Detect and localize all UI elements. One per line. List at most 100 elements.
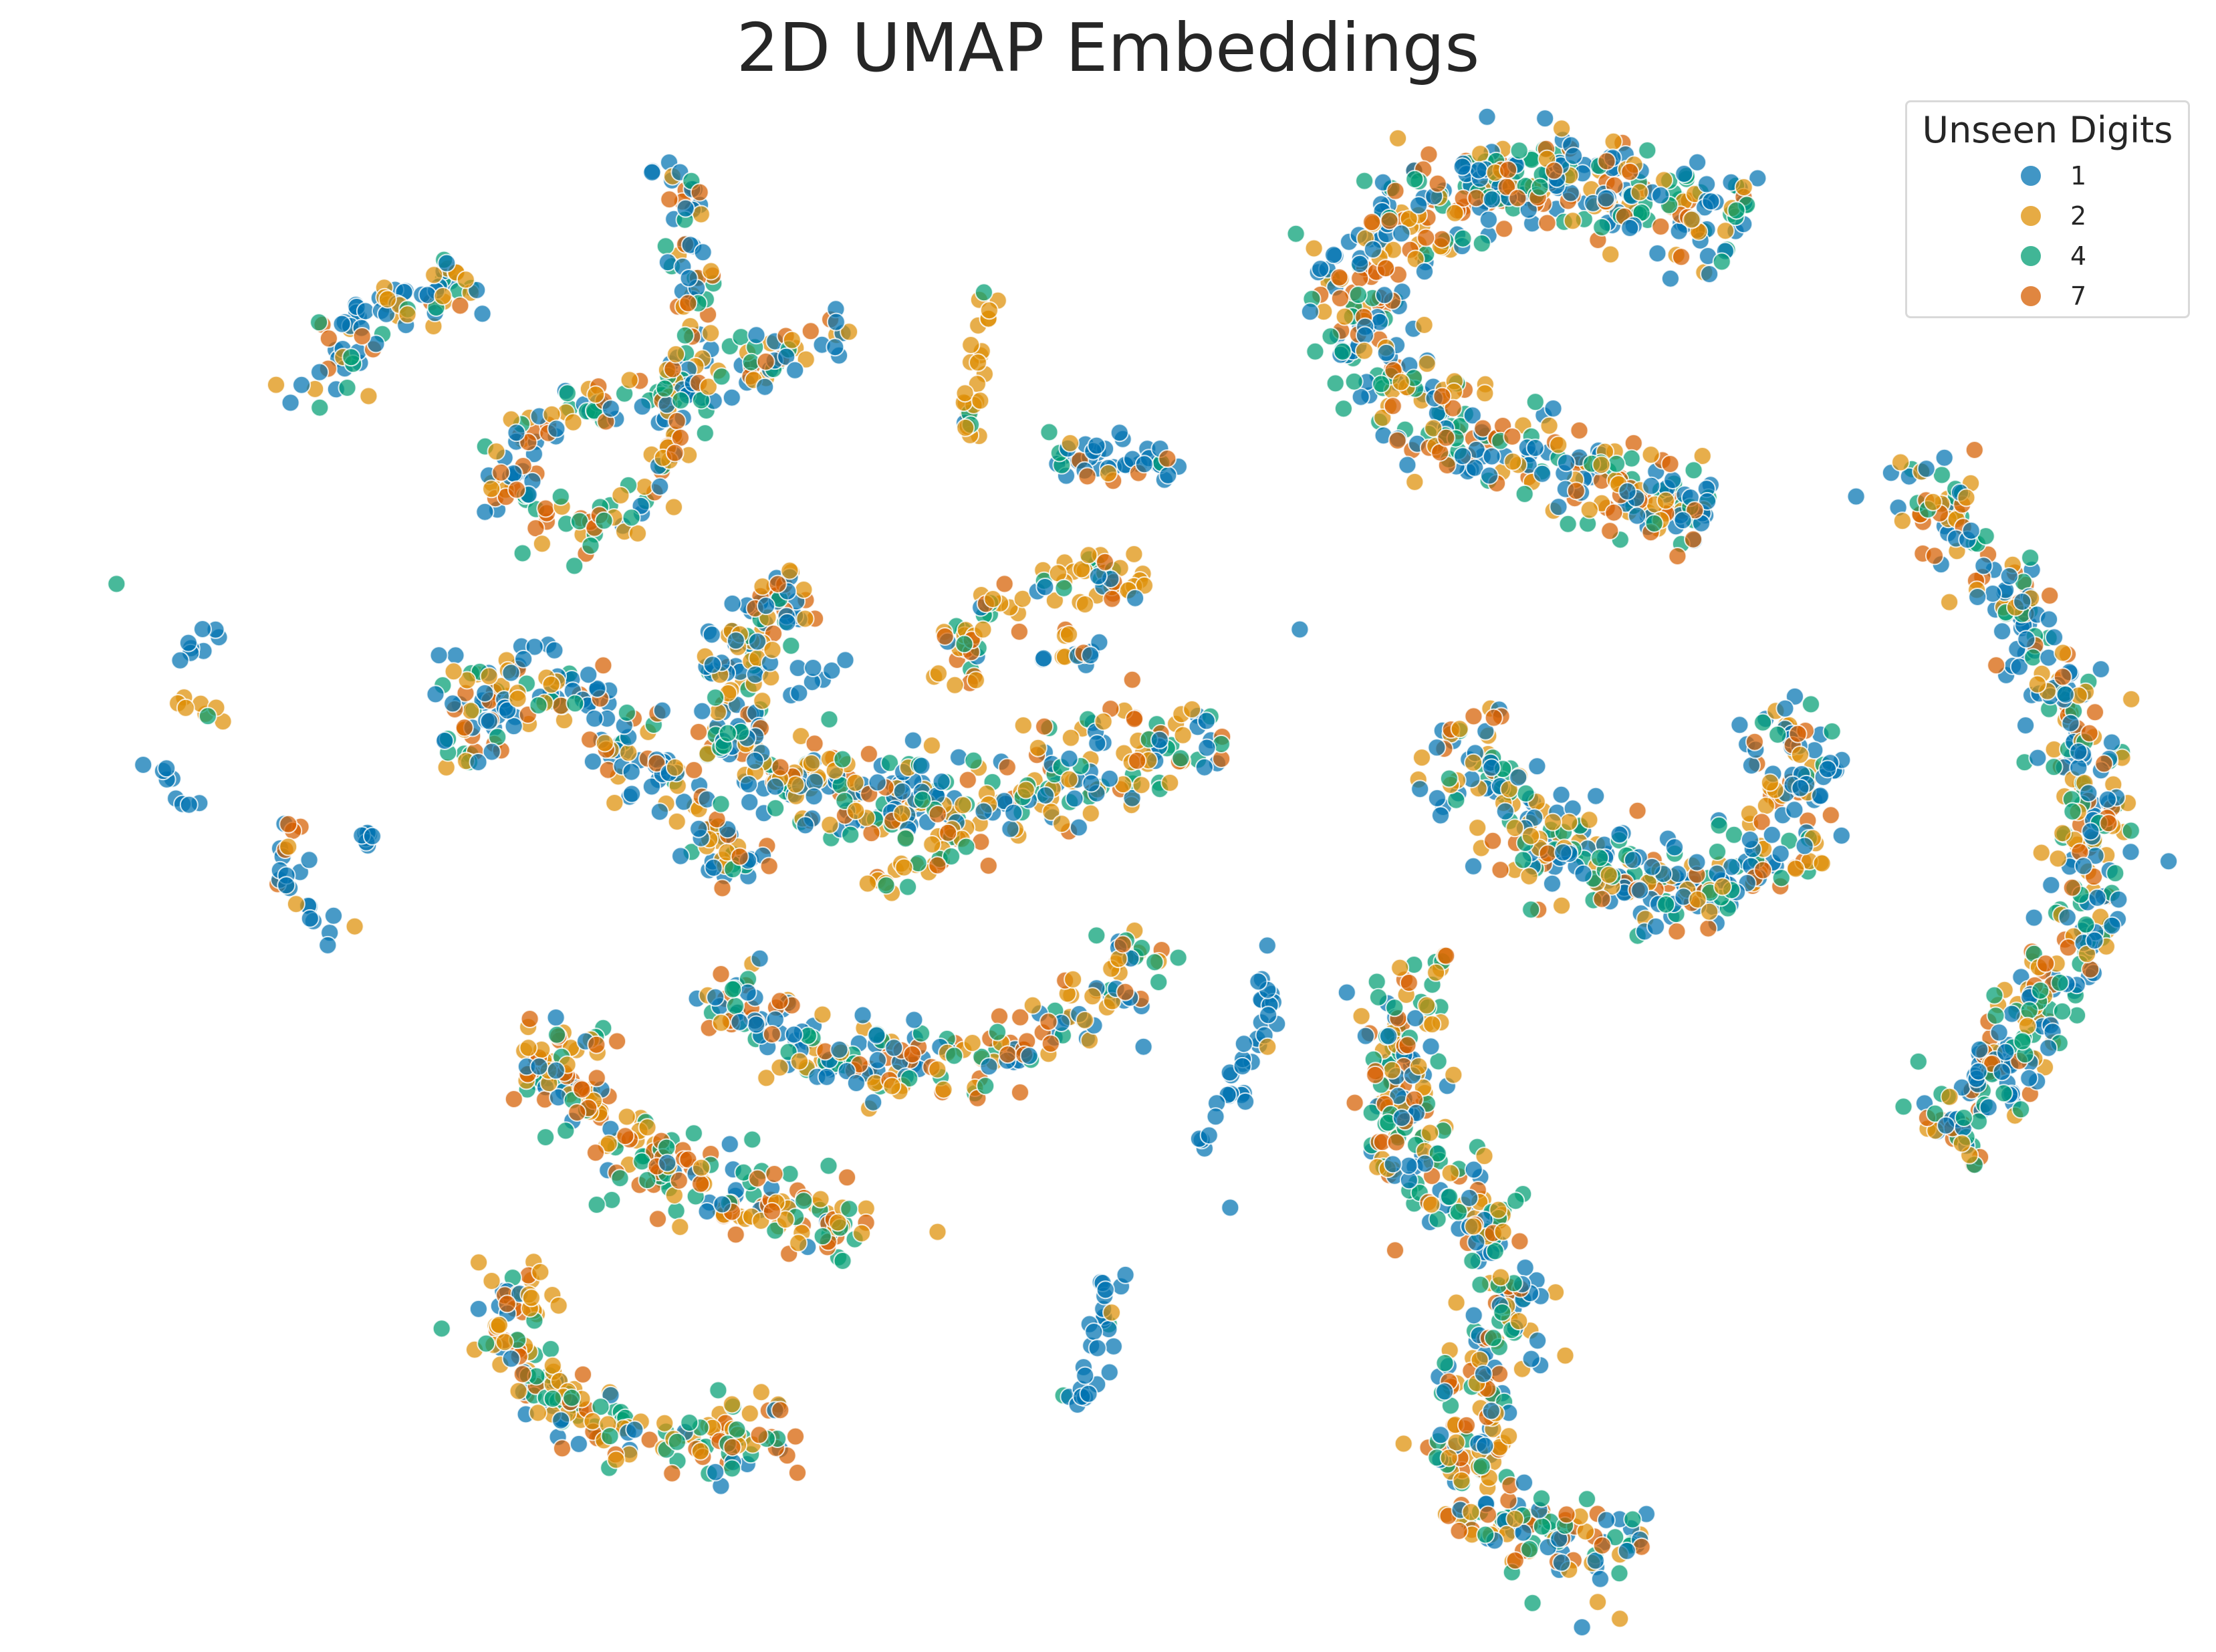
data-point-digit-1 <box>1785 800 1804 820</box>
data-point-digit-1 <box>1610 825 1629 844</box>
data-point-digit-1 <box>1818 759 1837 779</box>
data-point-digit-1 <box>2091 660 2110 679</box>
data-point-digit-1 <box>1675 164 1694 183</box>
data-point-digit-1 <box>674 792 693 812</box>
data-point-digit-7 <box>2053 667 2072 687</box>
data-point-digit-1 <box>1206 1107 1225 1127</box>
data-point-digit-4 <box>1145 953 1164 972</box>
data-point-digit-1 <box>1630 880 1650 900</box>
data-point-digit-4 <box>898 877 918 897</box>
data-point-digit-2 <box>1450 719 1469 739</box>
data-point-digit-4 <box>711 794 731 814</box>
data-point-digit-1 <box>1100 769 1119 788</box>
data-point-digit-1 <box>1110 423 1129 443</box>
data-point-digit-7 <box>1508 189 1527 208</box>
data-point-digit-4 <box>955 634 974 654</box>
data-point-digit-2 <box>444 662 463 681</box>
data-point-digit-4 <box>819 1156 838 1175</box>
data-point-digit-1 <box>1350 254 1370 273</box>
data-point-digit-7 <box>1592 1536 1612 1555</box>
data-point-digit-2 <box>1076 595 1094 614</box>
data-point-digit-7 <box>1510 1231 1529 1251</box>
data-point-digit-4 <box>671 390 691 410</box>
data-point-digit-7 <box>536 499 556 518</box>
data-point-digit-1 <box>1134 1037 1153 1056</box>
data-point-digit-1 <box>689 819 709 838</box>
data-point-digit-2 <box>820 815 840 834</box>
data-point-digit-7 <box>1345 1093 1364 1112</box>
data-point-digit-1 <box>765 777 785 796</box>
data-point-digit-1 <box>726 631 745 651</box>
data-point-digit-2 <box>617 1107 636 1127</box>
data-point-digit-1 <box>446 646 465 665</box>
data-point-digit-2 <box>532 534 551 554</box>
legend-entry-2: 2 <box>2021 199 2086 233</box>
data-point-digit-1 <box>362 826 382 846</box>
data-point-digit-1 <box>1431 806 1450 825</box>
data-point-digit-4 <box>2121 821 2140 840</box>
data-point-digit-2 <box>2048 849 2068 868</box>
data-point-digit-4 <box>1039 423 1059 442</box>
data-point-digit-2 <box>286 895 305 914</box>
data-point-digit-1 <box>804 659 823 677</box>
data-point-digit-1 <box>2013 592 2032 611</box>
data-point-digit-1 <box>722 388 741 407</box>
data-point-digit-1 <box>1552 1553 1571 1572</box>
data-point-digit-7 <box>770 991 789 1011</box>
chart-title: 2D UMAP Embeddings <box>736 9 1480 87</box>
data-point-digit-1 <box>2042 875 2061 895</box>
data-point-digit-2 <box>482 479 501 499</box>
data-point-digit-4 <box>1656 895 1676 914</box>
data-point-digit-2 <box>802 753 821 773</box>
data-point-digit-4 <box>1986 1006 2005 1026</box>
data-point-digit-1 <box>157 759 176 778</box>
data-point-digit-4 <box>562 1388 582 1407</box>
data-point-digit-4 <box>1725 825 1743 844</box>
data-point-digit-1 <box>1651 186 1671 205</box>
data-point-digit-4 <box>600 1427 620 1446</box>
data-point-digit-7 <box>1417 228 1436 247</box>
data-point-digit-7 <box>1544 161 1564 181</box>
data-point-digit-2 <box>973 620 993 639</box>
data-point-digit-2 <box>840 322 859 342</box>
data-point-digit-2 <box>638 1118 657 1137</box>
data-point-digit-2 <box>1756 796 1775 816</box>
legend-entry-4: 4 <box>2021 239 2086 273</box>
data-point-digit-4 <box>1623 1510 1642 1529</box>
data-point-digit-1 <box>1453 157 1472 176</box>
data-point-digit-2 <box>1409 1057 1429 1076</box>
data-point-digit-1 <box>706 987 725 1007</box>
data-point-digit-4 <box>1532 1489 1551 1508</box>
data-point-digit-2 <box>828 1213 848 1232</box>
data-point-digit-4 <box>1333 342 1352 361</box>
data-point-digit-4 <box>1578 1490 1596 1509</box>
data-point-digit-1 <box>1993 622 2012 641</box>
data-point-digit-1 <box>1383 1155 1402 1174</box>
data-point-digit-2 <box>528 1403 547 1423</box>
data-point-digit-1 <box>1088 1338 1107 1358</box>
data-point-digit-2 <box>1405 472 1425 491</box>
data-point-digit-4 <box>338 378 357 397</box>
data-point-digit-2 <box>1423 1015 1442 1034</box>
data-point-digit-4 <box>2050 973 2070 992</box>
legend-label-4: 4 <box>2070 241 2087 271</box>
data-point-digit-2 <box>1656 491 1675 510</box>
data-point-digit-2 <box>1417 354 1437 374</box>
data-point-digit-1 <box>1467 1233 1486 1252</box>
data-point-digit-7 <box>1537 213 1557 233</box>
data-point-digit-2 <box>1335 307 1354 326</box>
data-point-digit-1 <box>713 1195 732 1214</box>
data-point-digit-4 <box>551 487 570 506</box>
data-point-digit-1 <box>1660 269 1680 288</box>
data-point-digit-4 <box>794 1191 814 1211</box>
data-point-digit-4 <box>1768 725 1788 744</box>
data-point-digit-2 <box>1102 1303 1121 1322</box>
data-point-digit-1 <box>836 651 855 670</box>
data-point-digit-4 <box>477 1334 496 1353</box>
data-point-digit-2 <box>1892 511 1912 531</box>
data-point-digit-2 <box>456 270 475 289</box>
data-point-digit-4 <box>432 1319 451 1338</box>
data-point-digit-7 <box>679 293 698 313</box>
data-point-digit-1 <box>1688 152 1707 172</box>
data-point-digit-1 <box>777 347 796 366</box>
